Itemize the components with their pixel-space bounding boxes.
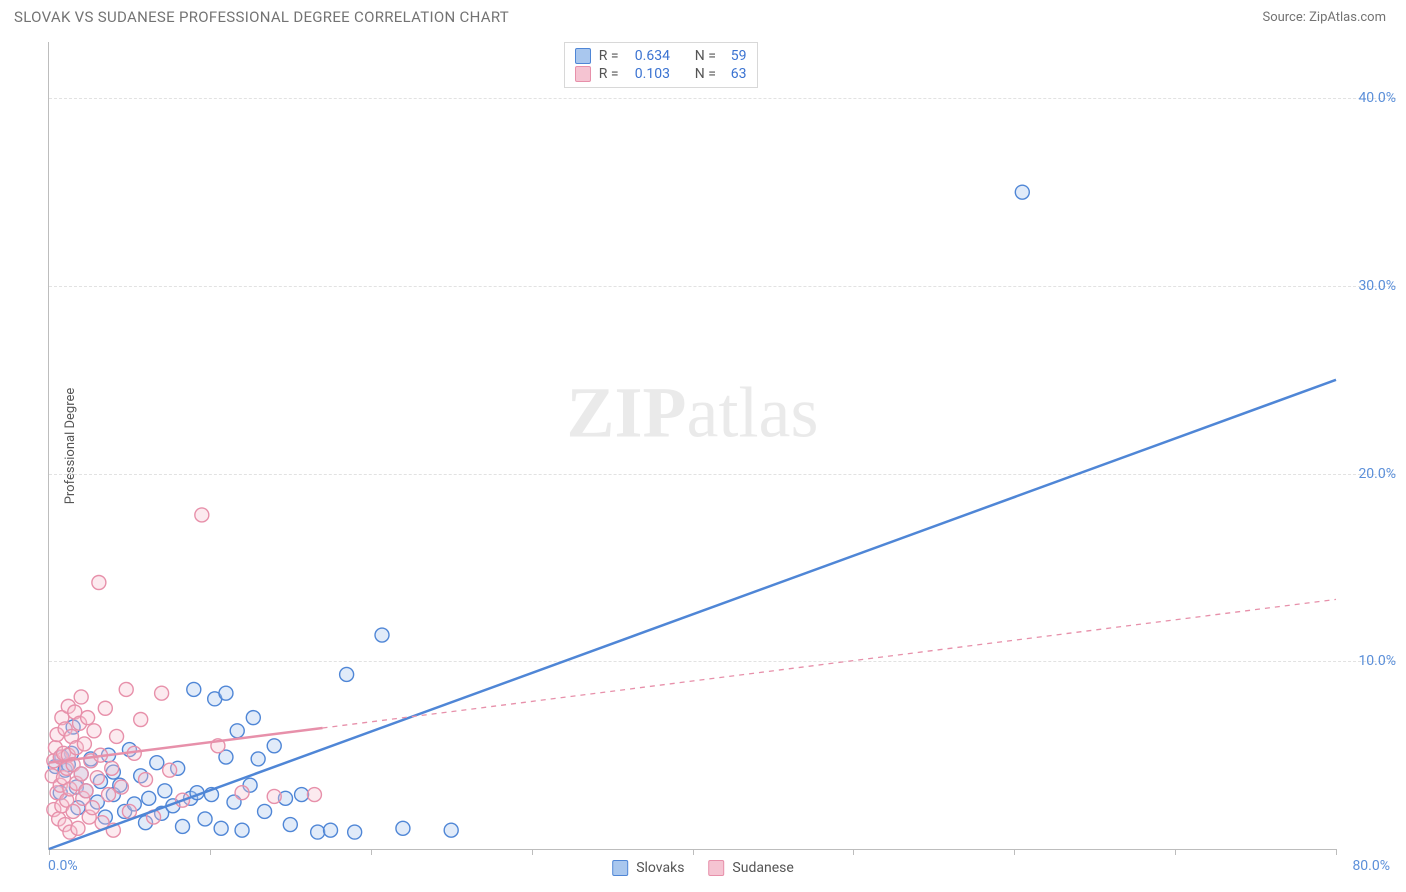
data-point (187, 682, 201, 696)
data-point (79, 784, 93, 798)
data-point (134, 713, 148, 727)
stat-n-label: N = (695, 66, 723, 82)
stat-n-value-1: 59 (731, 48, 747, 64)
swatch-sudanese-icon (575, 66, 591, 82)
swatch-slovaks-icon (575, 48, 591, 64)
x-tick (532, 849, 533, 855)
data-point (195, 508, 209, 522)
data-point (348, 825, 362, 839)
stat-r-label: R = (599, 66, 627, 82)
bottom-legend: Slovaks Sudanese (612, 860, 794, 876)
stat-n-label: N = (695, 48, 723, 64)
data-point (396, 821, 410, 835)
data-point (324, 823, 338, 837)
data-point (158, 784, 172, 798)
stat-r-label: R = (599, 48, 627, 64)
chart-title: SLOVAK VS SUDANESE PROFESSIONAL DEGREE C… (14, 8, 509, 26)
data-point (283, 818, 297, 832)
data-point (142, 791, 156, 805)
data-point (375, 628, 389, 642)
data-point (139, 773, 153, 787)
scatter-svg (49, 42, 1336, 849)
y-tick-label: 30.0% (1341, 278, 1396, 294)
legend-item-sudanese: Sudanese (708, 860, 793, 876)
data-point (246, 711, 260, 725)
data-point (163, 763, 177, 777)
data-point (66, 804, 80, 818)
swatch-sudanese-icon (708, 860, 724, 876)
data-point (114, 780, 128, 794)
data-point (77, 737, 91, 751)
data-point (235, 823, 249, 837)
data-point (340, 667, 354, 681)
y-tick-label: 10.0% (1341, 653, 1396, 669)
data-point (198, 812, 212, 826)
legend-item-slovaks: Slovaks (612, 860, 684, 876)
data-point (267, 789, 281, 803)
stats-row-2: R = 0.103 N = 63 (575, 65, 747, 83)
data-point (71, 821, 85, 835)
data-point (92, 576, 106, 590)
stat-r-value-1: 0.634 (635, 48, 687, 64)
swatch-slovaks-icon (612, 860, 628, 876)
data-point (311, 825, 325, 839)
data-point (110, 729, 124, 743)
x-tick (1336, 849, 1337, 855)
trend-line (49, 380, 1336, 849)
data-point (176, 819, 190, 833)
trend-line-dashed (322, 599, 1336, 728)
x-tick (1175, 849, 1176, 855)
data-point (1015, 185, 1029, 199)
data-point (74, 767, 88, 781)
data-point (119, 682, 133, 696)
data-point (444, 823, 458, 837)
x-tick (853, 849, 854, 855)
x-tick (1014, 849, 1015, 855)
stat-r-value-2: 0.103 (635, 66, 687, 82)
legend-label-sudanese: Sudanese (732, 860, 793, 876)
data-point (235, 786, 249, 800)
data-point (102, 788, 116, 802)
legend-label-slovaks: Slovaks (636, 860, 684, 876)
data-point (251, 752, 265, 766)
x-tick (693, 849, 694, 855)
source-label: Source: ZipAtlas.com (1262, 10, 1386, 25)
x-tick (371, 849, 372, 855)
data-point (105, 761, 119, 775)
data-point (295, 788, 309, 802)
data-point (150, 756, 164, 770)
data-point (155, 686, 169, 700)
chart-plot-area: ZIPatlas 10.0%20.0%30.0%40.0% R = 0.634 … (48, 42, 1336, 850)
header-row: SLOVAK VS SUDANESE PROFESSIONAL DEGREE C… (0, 0, 1406, 30)
data-point (214, 821, 228, 835)
y-tick-label: 20.0% (1341, 466, 1396, 482)
stats-legend-box: R = 0.634 N = 59 R = 0.103 N = 63 (564, 42, 758, 88)
data-point (87, 724, 101, 738)
data-point (90, 771, 104, 785)
x-tick (210, 849, 211, 855)
data-point (258, 804, 272, 818)
data-point (74, 690, 88, 704)
x-axis-max-label: 80.0% (1352, 858, 1390, 874)
data-point (267, 739, 281, 753)
data-point (81, 711, 95, 725)
stats-row-1: R = 0.634 N = 59 (575, 47, 747, 65)
data-point (85, 801, 99, 815)
data-point (122, 804, 136, 818)
data-point (230, 724, 244, 738)
stat-n-value-2: 63 (731, 66, 747, 82)
data-point (219, 686, 233, 700)
data-point (307, 788, 321, 802)
data-point (98, 701, 112, 715)
x-axis-origin-label: 0.0% (48, 858, 78, 874)
y-tick-label: 40.0% (1341, 90, 1396, 106)
